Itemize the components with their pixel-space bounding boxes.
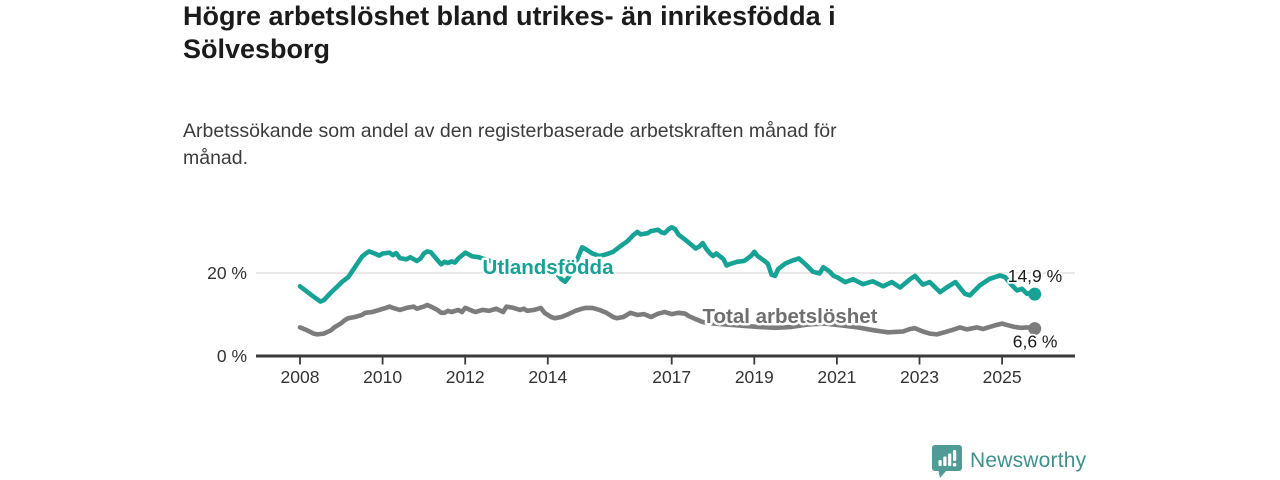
title-line-2: Sölvesborg bbox=[183, 33, 331, 64]
series-end-dot-utlandsfodda bbox=[1028, 287, 1042, 301]
series-end-label-utlandsfodda: 14,9 % bbox=[1008, 266, 1062, 286]
subtitle-line-1: Arbetssökande som andel av den registerb… bbox=[183, 120, 837, 142]
newsworthy-branding: Newsworthy bbox=[932, 444, 1086, 478]
x-tick-label-2025: 2025 bbox=[983, 367, 1022, 387]
newsworthy-logo-icon bbox=[932, 445, 962, 478]
subtitle-line-2: månad. bbox=[183, 146, 249, 169]
x-tick-label-2012: 2012 bbox=[446, 367, 485, 387]
page-title: Högre arbetslöshet bland utrikes- än inr… bbox=[183, 0, 1053, 66]
series-line-total-arbetsloshet bbox=[297, 302, 1037, 337]
series-label-total-arbetsloshet: Total arbetslöshet bbox=[702, 305, 877, 328]
title-line-1: Högre arbetslöshet bland utrikes- än inr… bbox=[183, 1, 836, 31]
x-tick-label-2017: 2017 bbox=[652, 367, 691, 387]
newsworthy-logo-text: Newsworthy bbox=[970, 449, 1087, 472]
series-end-label-total-arbetsloshet: 6,6 % bbox=[1013, 332, 1058, 352]
series-end-dot-total-arbetsloshet bbox=[1028, 322, 1042, 336]
x-tick-label-2010: 2010 bbox=[363, 367, 402, 387]
series-label-utlandsfodda: Utlandsfödda bbox=[483, 256, 615, 279]
x-tick-label-2014: 2014 bbox=[528, 367, 567, 387]
chart-subtitle: Arbetssökande som andel av den registerb… bbox=[183, 118, 1033, 172]
x-tick-label-2019: 2019 bbox=[735, 367, 774, 387]
x-tick-label-2021: 2021 bbox=[817, 367, 856, 387]
series-line-utlandsfodda bbox=[297, 225, 1037, 304]
x-tick-label-2008: 2008 bbox=[281, 367, 320, 387]
x-tick-label-2023: 2023 bbox=[900, 367, 939, 387]
y-tick-label-20: 20 % bbox=[207, 263, 247, 283]
y-tick-label-0: 0 % bbox=[217, 346, 247, 366]
